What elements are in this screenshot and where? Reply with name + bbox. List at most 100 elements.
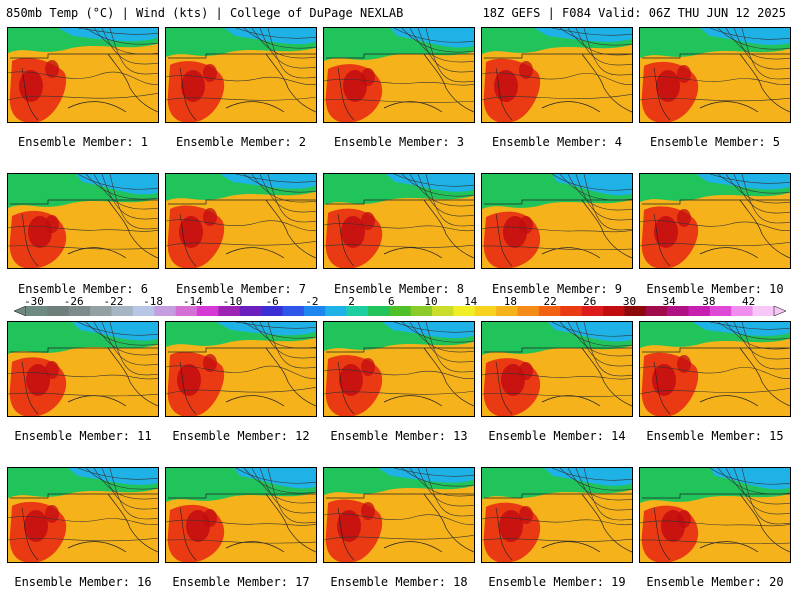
- height-contour: [101, 174, 158, 220]
- ensemble-member-label: Ensemble Member: 20: [646, 575, 784, 589]
- colorbar-tick-label: 14: [464, 295, 478, 308]
- ensemble-member-label: Ensemble Member: 18: [330, 575, 468, 589]
- height-contour: [243, 322, 316, 339]
- colorbar-tick-label: -18: [143, 295, 164, 308]
- height-contour: [166, 75, 316, 85]
- coastline: [699, 395, 759, 407]
- height-contour: [8, 225, 158, 232]
- height-contour: [93, 322, 158, 356]
- height-contour: [324, 369, 474, 379]
- height-contour: [77, 174, 158, 190]
- height-contour: [417, 468, 474, 507]
- height-contour: [583, 174, 632, 231]
- height-contour: [583, 28, 632, 76]
- coastline: [739, 199, 790, 259]
- height-contour: [85, 28, 158, 45]
- height-contour: [717, 322, 790, 340]
- border-line: [326, 347, 474, 353]
- heat-core: [519, 216, 533, 234]
- height-contour: [324, 78, 474, 86]
- state-line: [653, 213, 671, 267]
- heat-core: [677, 355, 691, 373]
- height-contour: [482, 72, 632, 85]
- colorbar-swatch: [645, 306, 668, 316]
- colorbar-swatch: [90, 306, 112, 316]
- height-contour: [640, 387, 790, 395]
- cold-airmass: [58, 28, 158, 42]
- colorbar-tick-label: -22: [103, 295, 124, 308]
- ensemble-map-8: [323, 173, 475, 269]
- colorbar-swatch: [453, 306, 476, 316]
- height-contour: [575, 468, 632, 511]
- height-contour: [482, 245, 632, 251]
- ensemble-member-label: Ensemble Member: 7: [175, 282, 307, 296]
- state-line: [21, 361, 39, 415]
- height-contour: [259, 174, 316, 213]
- cold-airmass: [544, 468, 632, 486]
- colorbar-tick-label: -10: [222, 295, 243, 308]
- height-contour: [235, 468, 316, 484]
- cold-airmass: [696, 174, 790, 190]
- ensemble-member-label: Ensemble Member: 1: [17, 135, 149, 149]
- colorbar-swatch: [154, 306, 176, 316]
- chart-title: 850mb Temp (°C) | Wind (kts) | College o…: [6, 6, 404, 20]
- border-line: [326, 53, 474, 59]
- height-contour: [725, 322, 790, 350]
- height-contour: [583, 468, 632, 521]
- ensemble-member-label: Ensemble Member: 13: [330, 429, 468, 443]
- height-contour: [243, 468, 316, 494]
- colorbar-swatch: [474, 306, 497, 316]
- border-line: [642, 493, 790, 499]
- height-contour: [733, 28, 790, 70]
- heat-core: [361, 212, 375, 230]
- cold-airmass: [386, 174, 474, 192]
- ensemble-member-label: Ensemble Member: 9: [491, 282, 623, 296]
- state-line: [337, 507, 355, 561]
- coastline: [699, 247, 759, 259]
- height-contour: [567, 28, 632, 56]
- colorbar-tick-label: 2: [348, 295, 355, 308]
- height-contour: [8, 93, 158, 101]
- height-contour: [709, 28, 790, 40]
- colorbar-swatch: [261, 306, 283, 316]
- cold-airmass: [390, 28, 474, 48]
- colorbar-swatch: [132, 306, 155, 316]
- coastline: [225, 395, 285, 407]
- height-contour: [575, 174, 632, 221]
- ensemble-member-label: Ensemble Member: 17: [172, 575, 310, 589]
- height-contour: [109, 28, 158, 75]
- height-contour: [709, 322, 790, 330]
- height-contour: [717, 174, 790, 194]
- height-contour: [8, 71, 158, 85]
- height-contour: [77, 468, 158, 480]
- colorbar-swatch: [68, 306, 91, 316]
- height-contour: [409, 468, 474, 497]
- ensemble-map-17: [165, 467, 317, 563]
- height-contour: [267, 322, 316, 369]
- height-contour: [8, 537, 158, 542]
- ensemble-member-label: Ensemble Member: 12: [172, 429, 310, 443]
- colorbar-swatch: [111, 306, 134, 316]
- colorbar-tick-label: -14: [182, 295, 203, 308]
- colorbar-swatch: [26, 306, 48, 316]
- border-line: [168, 199, 316, 205]
- height-contour: [251, 322, 316, 349]
- height-contour: [101, 28, 158, 65]
- state-line: [495, 507, 513, 561]
- height-contour: [324, 390, 474, 395]
- colorbar-tick-label: 6: [387, 295, 395, 308]
- ensemble-map-16: [7, 467, 159, 563]
- colorbar-swatch: [709, 306, 732, 316]
- height-contour: [409, 174, 474, 207]
- colorbar-tick-label: -30: [24, 295, 44, 308]
- heat-core: [181, 70, 205, 102]
- height-contour: [551, 468, 632, 481]
- border-line: [168, 347, 316, 353]
- colorbar-swatch: [325, 306, 347, 316]
- heat-core: [677, 209, 691, 227]
- valid-time-label: 18Z GEFS | F084 Valid: 06Z THU JUN 12 20…: [482, 6, 786, 20]
- coastline: [739, 53, 790, 113]
- coastline: [107, 493, 158, 553]
- height-contour: [243, 28, 316, 49]
- coastline: [265, 199, 316, 259]
